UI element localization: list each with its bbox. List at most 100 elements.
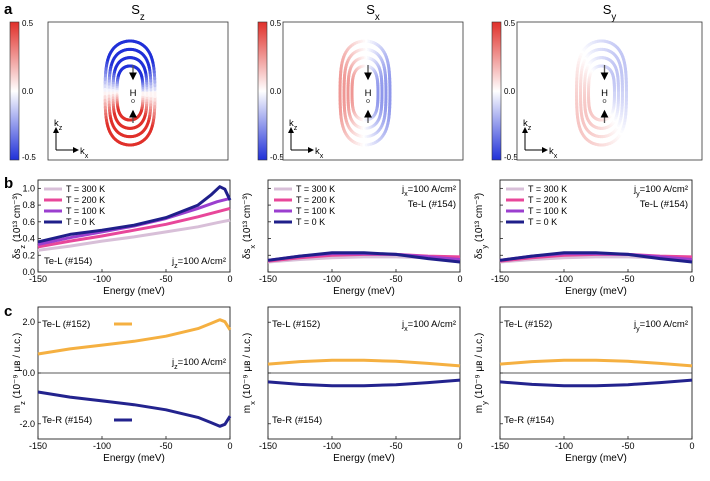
y-axis-label: δsx (10¹³ cm⁻³)	[242, 193, 257, 259]
legend-label: T = 100 K	[66, 206, 105, 216]
spin-map-frame	[47, 21, 229, 161]
series-line-te-l-152-	[37, 318, 232, 356]
legend-label: T = 300 K	[296, 184, 335, 194]
center-point-label: H	[601, 88, 608, 99]
te-l-label: Te-L (#152)	[272, 319, 320, 330]
x-tick-label: -50	[621, 274, 634, 284]
spin-map-title: Sx	[366, 2, 380, 23]
spin-map-title: Sy	[603, 2, 617, 23]
x-tick-label: -150	[259, 441, 277, 451]
colorbar-tick-label: 0.5	[504, 19, 516, 28]
panel-label-b: b	[4, 175, 13, 192]
line-chart-c-1: -150 -100 -50 0 Energy (meV) mx (10⁻⁹ μʙ / u.…	[242, 306, 463, 464]
x-tick-label: -150	[29, 274, 47, 284]
x-tick-label: -100	[323, 441, 341, 451]
spin-map-frame	[516, 21, 703, 161]
x-tick-label: -100	[555, 441, 573, 451]
sample-label: Te-L (#154)	[640, 199, 688, 210]
series-line-te-l-152-	[499, 358, 693, 368]
colorbar-tick-label: 0.0	[504, 87, 516, 96]
y-axis-label: δsy (10¹³ cm⁻³)	[474, 193, 489, 259]
colorbar-tick-label: -0.5	[504, 153, 518, 162]
y-tick-label: 0.4	[22, 234, 35, 244]
series-line-t-0-k	[499, 251, 693, 264]
series-line-t-0-k	[267, 251, 461, 264]
series-line-te-r-154-	[37, 390, 232, 428]
center-point-label: H	[130, 88, 137, 99]
x-tick-label: 0	[227, 274, 232, 284]
spin-map-y: Sy 0.5 0.0 -0.5 Hkz kx	[491, 2, 703, 162]
x-axis-label: Energy (meV)	[103, 453, 165, 464]
x-tick-label: -150	[29, 441, 47, 451]
kz-label: kz	[54, 118, 63, 132]
te-l-label: Te-L (#152)	[42, 319, 90, 330]
colorbar-tick-label: 0.5	[270, 19, 282, 28]
center-point	[366, 99, 370, 103]
kz-label: kz	[289, 118, 298, 132]
colorbar	[257, 21, 268, 161]
series-line-te-l-152-	[267, 358, 461, 368]
x-tick-label: 0	[457, 274, 462, 284]
center-point	[131, 99, 135, 103]
x-axis-label: Energy (meV)	[565, 286, 627, 297]
spin-map-z: Sz 0.5 0.0 -0.5 Hkz kx	[9, 2, 229, 162]
x-tick-label: 0	[689, 274, 694, 284]
legend-label: T = 200 K	[296, 195, 335, 205]
line-chart-c-0: -150 -100 -50 0 -2.0 0.0 2.0 Energy (meV) mz (10…	[12, 306, 233, 464]
line-chart-b-0: -150 -100 -50 0 0.0 0.2 0.4 0.6 0.8 1.0 Energy (me…	[12, 179, 233, 297]
y-tick-label: 1.0	[22, 183, 35, 193]
legend-label: T = 0 K	[66, 217, 95, 227]
x-tick-label: -50	[389, 274, 402, 284]
x-tick-label: 0	[457, 441, 462, 451]
y-axis-label: δsz (10¹³ cm⁻³)	[12, 193, 27, 259]
current-density-label: jy=100 A/cm²	[633, 319, 688, 333]
current-density-label: jx=100 A/cm²	[401, 319, 456, 333]
te-l-label: Te-L (#152)	[504, 319, 552, 330]
colorbar-tick-label: 0.0	[22, 87, 34, 96]
center-point-label: H	[365, 88, 372, 99]
series-line-t-200-k	[37, 206, 231, 249]
y-tick-label: 0.0	[22, 368, 35, 378]
te-r-label: Te-R (#154)	[272, 415, 322, 426]
x-tick-label: -50	[621, 441, 634, 451]
legend-label: T = 200 K	[66, 195, 105, 205]
y-axis-label: mx (10⁻⁹ μʙ / u.c.)	[242, 333, 257, 414]
colorbar-tick-label: -0.5	[270, 153, 284, 162]
te-r-label: Te-R (#154)	[42, 415, 92, 426]
series-line-t-300-k	[37, 218, 231, 252]
colorbar-tick-label: 0.5	[22, 19, 34, 28]
line-chart-b-1: -150 -100 -50 0 Energy (meV) δsx (10¹³ cm⁻³) T…	[242, 179, 463, 297]
legend-label: T = 100 K	[528, 206, 567, 216]
x-tick-label: -150	[491, 441, 509, 451]
y-tick-label: 0.6	[22, 217, 35, 227]
x-tick-label: -100	[555, 274, 573, 284]
current-density-label: jz=100 A/cm²	[171, 357, 226, 371]
current-density-label: jx=100 A/cm²	[401, 184, 456, 198]
x-axis-label: Energy (meV)	[333, 286, 395, 297]
y-axis-label: mz (10⁻⁹ μʙ / u.c.)	[12, 333, 27, 414]
x-tick-label: -100	[93, 274, 111, 284]
x-tick-label: -100	[93, 441, 111, 451]
x-tick-label: -150	[259, 274, 277, 284]
kz-label: kz	[523, 118, 532, 132]
line-chart-c-2: -150 -100 -50 0 Energy (meV) my (10⁻⁹ μʙ / u.…	[474, 306, 695, 464]
spin-map-title: Sz	[131, 2, 145, 23]
colorbar-tick-label: -0.5	[22, 153, 36, 162]
legend-label: T = 0 K	[528, 217, 557, 227]
legend-label: T = 200 K	[528, 195, 567, 205]
y-tick-label: 0.0	[22, 267, 35, 277]
legend-label: T = 300 K	[66, 184, 105, 194]
x-tick-label: -50	[389, 441, 402, 451]
x-tick-label: -50	[159, 274, 172, 284]
x-tick-label: -100	[323, 274, 341, 284]
current-density-label: jy=100 A/cm²	[633, 184, 688, 198]
x-tick-label: 0	[689, 441, 694, 451]
x-tick-label: 0	[227, 441, 232, 451]
legend-label: T = 100 K	[296, 206, 335, 216]
x-axis-label: Energy (meV)	[565, 453, 627, 464]
series-line-te-r-154-	[267, 378, 461, 388]
series-line-t-0-k	[37, 185, 232, 244]
colorbar	[491, 21, 502, 161]
kx-label: kx	[315, 146, 324, 160]
